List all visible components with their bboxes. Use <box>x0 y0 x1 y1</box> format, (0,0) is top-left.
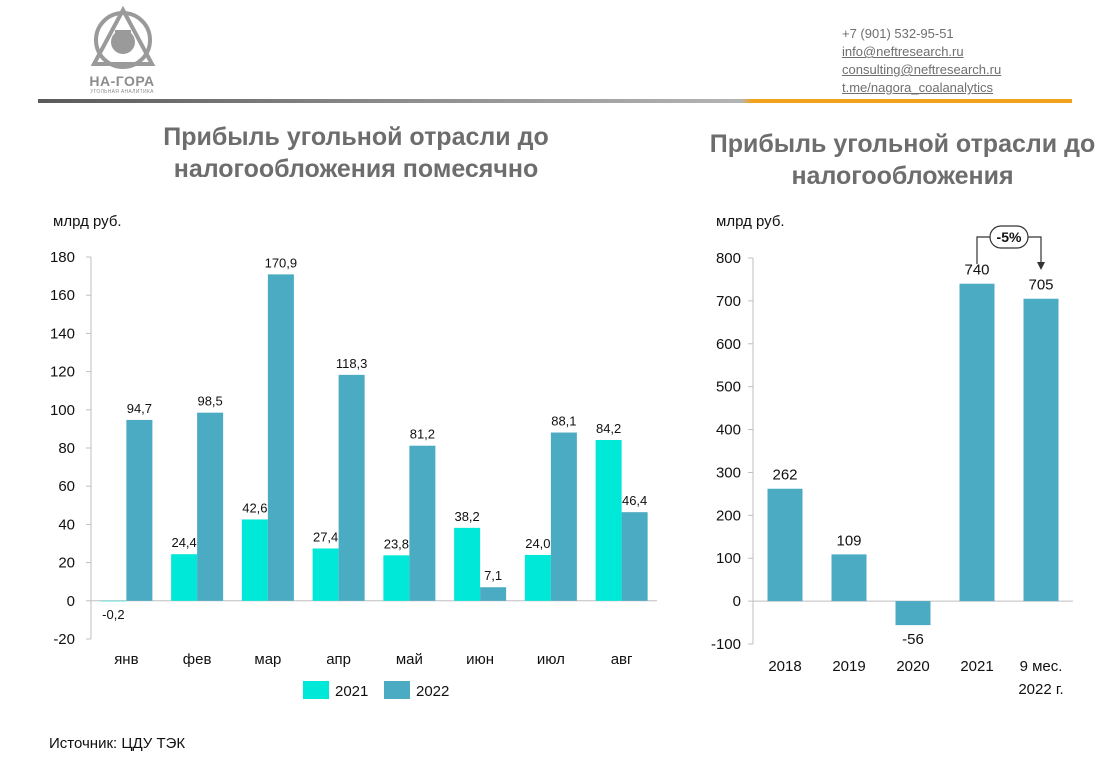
left-chart-unit: млрд руб. <box>53 213 122 230</box>
bar-2022-июн <box>480 587 507 601</box>
data-label-2022-июл: 88,1 <box>551 414 576 429</box>
bar-2022-май <box>409 445 436 601</box>
y-tick-label: -20 <box>53 631 75 648</box>
bar-2018 <box>767 488 803 602</box>
x-tick-label: фев <box>183 651 212 668</box>
bar-2021-апр <box>312 548 339 601</box>
data-label-2021-май: 23,8 <box>384 536 409 551</box>
y-tick-label: -100 <box>711 636 741 653</box>
y-tick-label: 160 <box>50 287 75 304</box>
left-chart-title: Прибыль угольной отрасли до налогообложе… <box>163 123 549 183</box>
data-label-2021-янв: -0,2 <box>102 607 124 622</box>
y-tick-label: 600 <box>716 336 741 353</box>
bar-2021-янв <box>100 600 127 602</box>
logo-emblem-icon <box>90 6 156 69</box>
bar-2021-июн <box>454 527 481 601</box>
y-tick-label: 120 <box>50 364 75 381</box>
right-chart-unit: млрд руб. <box>716 213 785 230</box>
bar-2021-авг <box>595 439 622 601</box>
bar-2021-фев <box>171 554 198 601</box>
x-tick-label: май <box>396 651 423 668</box>
data-label-2021-июл: 24,0 <box>525 536 550 551</box>
bar-2019 <box>831 554 867 602</box>
y-tick-label: 180 <box>50 249 75 266</box>
y-tick-label: 100 <box>50 402 75 419</box>
data-label-2022-май: 81,2 <box>410 427 435 442</box>
data-label-2022-апр: 118,3 <box>336 356 368 371</box>
data-label-2020: -56 <box>902 631 924 648</box>
data-label-9 мес. 2022 г.: 705 <box>1028 277 1053 294</box>
data-label-2019: 109 <box>836 532 861 549</box>
y-tick-label: 20 <box>58 555 75 572</box>
bar-2021 <box>959 283 995 602</box>
x-tick-label: апр <box>326 651 351 668</box>
legend-label-2021: 2021 <box>335 683 368 700</box>
change-label: -5% <box>997 229 1022 245</box>
data-label-2021-июн: 38,2 <box>454 509 479 524</box>
contact-email-consulting[interactable]: consulting@neftresearch.ru <box>842 62 1002 77</box>
data-label-2022-фев: 98,5 <box>197 394 222 409</box>
x-tick-label: мар <box>254 651 281 668</box>
y-tick-label: 40 <box>58 516 75 533</box>
data-label-2022-июн: 7,1 <box>484 568 502 583</box>
change-badge <box>989 225 1029 249</box>
y-tick-label: 800 <box>716 250 741 267</box>
y-tick-label: 200 <box>716 507 741 524</box>
logo-name: НА-ГОРА <box>89 73 155 89</box>
data-label-2021: 740 <box>964 262 989 279</box>
bar-9 мес. 2022 г. <box>1023 298 1059 602</box>
data-label-2021-фев: 24,4 <box>171 535 196 550</box>
bar-2021-май <box>383 555 410 601</box>
bar-2022-янв <box>126 419 153 601</box>
bar-2022-фев <box>197 412 224 601</box>
x-tick-label: 2018 <box>768 658 801 675</box>
x-tick-label: авг <box>611 651 633 668</box>
y-tick-label: 60 <box>58 478 75 495</box>
x-tick-label: 9 мес. 2022 г. <box>1018 658 1063 698</box>
y-tick-label: 400 <box>716 422 741 439</box>
legend-swatch-2022 <box>384 681 410 699</box>
x-tick-label: янв <box>114 651 138 668</box>
data-label-2021-авг: 84,2 <box>596 421 621 436</box>
bar-2022-апр <box>338 374 365 601</box>
x-tick-label: июн <box>466 651 494 668</box>
bar-2022-авг <box>621 512 648 601</box>
bar-2022-мар <box>267 274 294 601</box>
y-tick-label: 0 <box>733 593 741 610</box>
data-label-2021-мар: 42,6 <box>242 500 267 515</box>
contact-email-info[interactable]: info@neftresearch.ru <box>842 44 964 59</box>
y-tick-label: 500 <box>716 379 741 396</box>
y-tick-label: 100 <box>716 550 741 567</box>
source-note: Источник: ЦДУ ТЭК <box>49 735 186 752</box>
y-tick-label: 0 <box>67 593 75 610</box>
bar-2021-июл <box>524 554 551 601</box>
data-label-2018: 262 <box>772 467 797 484</box>
header-divider <box>38 99 1072 103</box>
contacts-block: +7 (901) 532-95-51 info@neftresearch.ru … <box>842 25 1001 97</box>
data-label-2022-авг: 46,4 <box>622 493 647 508</box>
right-chart-title: Прибыль угольной отрасли до налогообложе… <box>709 130 1096 190</box>
y-tick-label: 140 <box>50 325 75 342</box>
data-label-2021-апр: 27,4 <box>313 529 338 544</box>
contact-telegram[interactable]: t.me/nagora_coalanalytics <box>842 80 994 95</box>
legend-label-2022: 2022 <box>416 683 449 700</box>
data-label-2022-мар: 170,9 <box>265 255 298 270</box>
y-tick-label: 80 <box>58 440 75 457</box>
y-tick-label: 300 <box>716 464 741 481</box>
data-label-2022-янв: 94,7 <box>127 401 152 416</box>
logo-subtitle: УГОЛЬНАЯ АНАЛИТИКА <box>90 89 154 95</box>
contact-phone: +7 (901) 532-95-51 <box>842 26 954 41</box>
x-tick-label: 2021 <box>960 658 993 675</box>
x-tick-label: июл <box>537 651 565 668</box>
y-tick-label: 700 <box>716 293 741 310</box>
bar-2021-мар <box>241 519 268 601</box>
bar-2020 <box>895 601 931 626</box>
bar-2022-июл <box>550 432 577 601</box>
x-tick-label: 2020 <box>896 658 929 675</box>
x-tick-label: 2019 <box>832 658 865 675</box>
change-arrowhead <box>1037 262 1045 270</box>
legend-swatch-2021 <box>303 681 329 699</box>
